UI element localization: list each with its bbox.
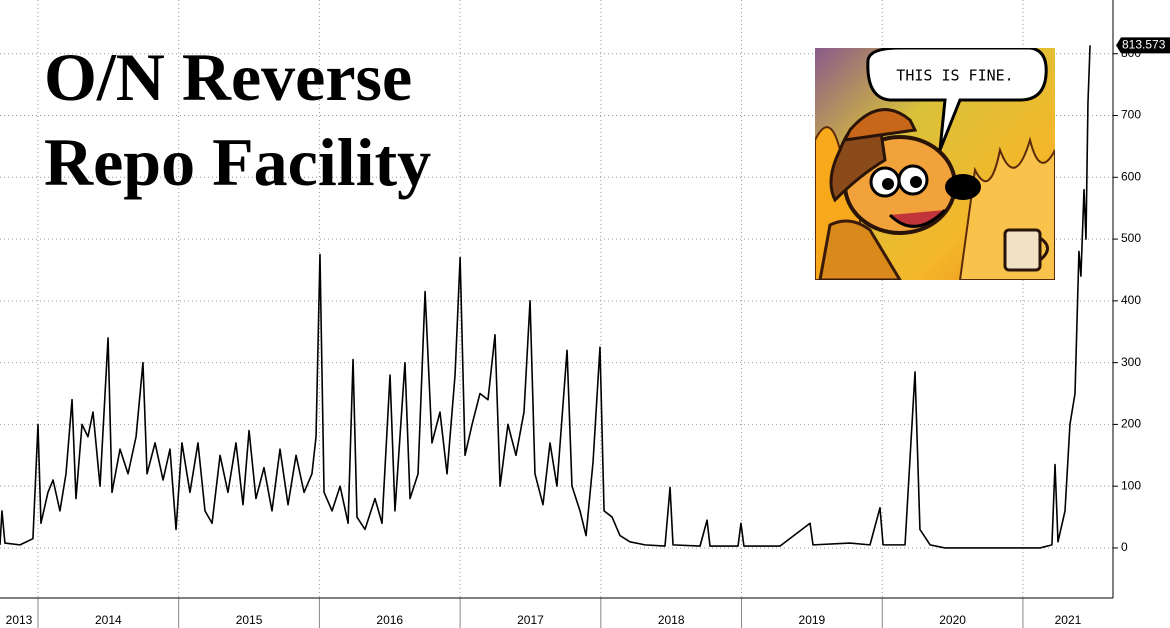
meme-image: THIS IS FINE. [815,48,1055,280]
x-tick-label: 2016 [376,613,403,627]
y-tick-label: 0 [1121,540,1128,554]
x-tick-label: 2013 [6,613,33,627]
x-tick-label: 2019 [799,613,826,627]
last-value-label: 813.573 [1116,37,1170,54]
y-tick-label: 200 [1121,417,1141,431]
y-tick-label: 100 [1121,478,1141,492]
x-tick-label: 2015 [236,613,263,627]
y-tick-label: 700 [1121,108,1141,122]
chart-title: O/N Reverse [44,39,412,115]
data-line [0,45,1091,549]
image-caption: THIS IS FINE. [896,67,1013,85]
last-value-box [1116,37,1170,54]
x-tick-label: 2017 [517,613,544,627]
y-tick-label: 500 [1121,231,1141,245]
chart-title: Repo Facility [44,124,431,200]
y-tick-label: 300 [1121,355,1141,369]
y-tick-label: 400 [1121,293,1141,307]
last-value-text: 813.573 [1122,38,1166,52]
x-tick-label: 2014 [95,613,122,627]
x-tick-label: 2020 [939,613,966,627]
x-tick-label: 2018 [658,613,685,627]
x-tick-label: 2021 [1055,613,1082,627]
y-tick-label: 600 [1121,169,1141,183]
